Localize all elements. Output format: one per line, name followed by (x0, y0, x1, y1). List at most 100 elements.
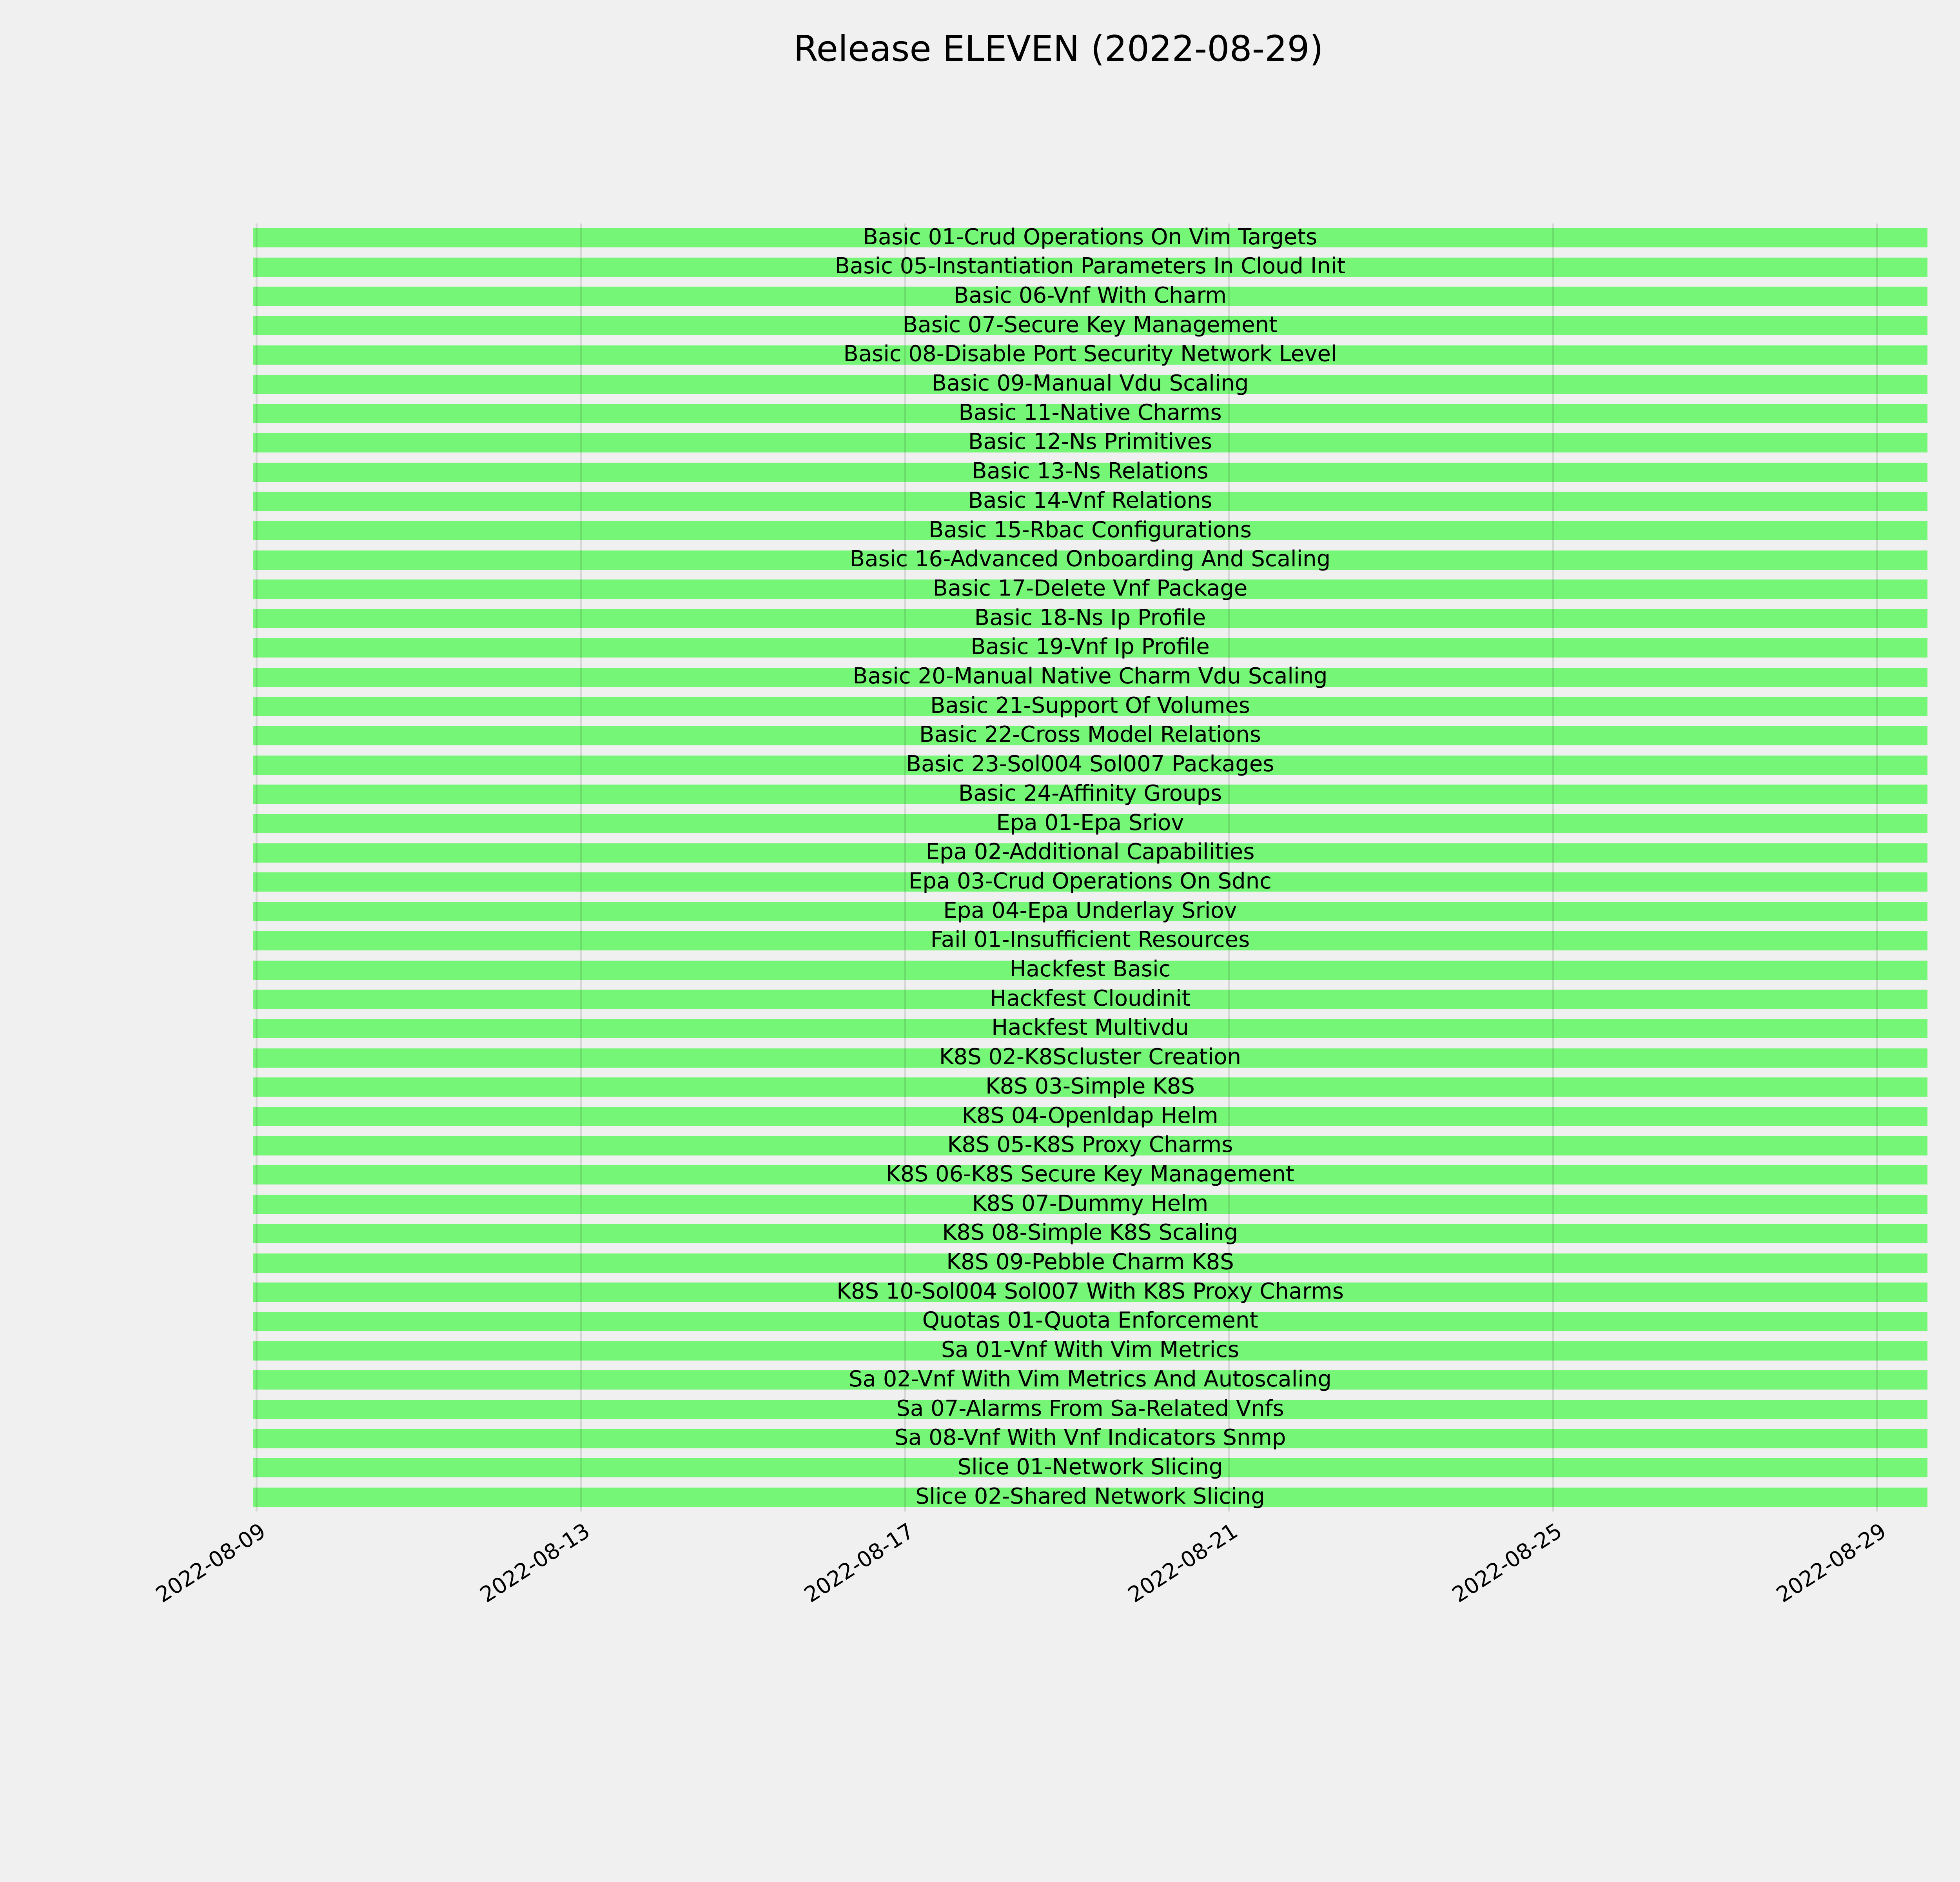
gantt-bar (253, 1370, 1927, 1390)
gantt-bar-label: Sa 07-Alarms From Sa-Related Vnfs (896, 1395, 1284, 1421)
gantt-bar-label: Epa 02-Additional Capabilities (926, 839, 1255, 865)
x-gridline (1228, 223, 1230, 1511)
gantt-bar (253, 550, 1927, 570)
gantt-bar (253, 697, 1927, 716)
gantt-bar-row: K8S 06-K8S Secure Key Management (253, 1161, 1927, 1187)
gantt-bar (253, 785, 1927, 804)
gantt-bar-row: Basic 11-Native Charms (253, 400, 1927, 425)
gantt-bar (253, 1429, 1927, 1448)
gantt-bar-label: Epa 01-Epa Sriov (996, 810, 1184, 836)
gantt-bar-row: K8S 05-K8S Proxy Charms (253, 1132, 1927, 1158)
gantt-bar-row: Sa 07-Alarms From Sa-Related Vnfs (253, 1395, 1927, 1421)
gantt-bar-label: Basic 15-Rbac Configurations (929, 517, 1252, 543)
gantt-bar-label: Basic 01-Crud Operations On Vim Targets (863, 224, 1318, 250)
gantt-bar-row: Epa 01-Epa Sriov (253, 810, 1927, 836)
gantt-bar-label: Fail 01-Insufficient Resources (930, 927, 1250, 953)
gantt-bar-label: K8S 04-Openldap Helm (962, 1103, 1218, 1128)
gantt-bar-label: Basic 17-Delete Vnf Package (933, 575, 1248, 601)
gantt-bar (253, 1312, 1927, 1331)
gantt-bar-row: Basic 09-Manual Vdu Scaling (253, 372, 1927, 395)
gantt-bar (253, 1195, 1927, 1214)
gantt-bar-row: Basic 23-Sol004 Sol007 Packages (253, 752, 1927, 776)
gantt-bar (253, 1283, 1927, 1302)
gantt-bar-label: Basic 16-Advanced Onboarding And Scaling (849, 546, 1331, 572)
gantt-bar-row: K8S 02-K8Scluster Creation (253, 1044, 1927, 1070)
gantt-bar (253, 1136, 1927, 1155)
gantt-bar (253, 902, 1927, 921)
x-gridline (580, 223, 582, 1511)
gantt-bar-label: Hackfest Basic (1009, 956, 1171, 982)
gantt-bar-row: Basic 14-Vnf Relations (253, 489, 1927, 512)
gantt-bar-label: Basic 19-Vnf Ip Profile (971, 634, 1210, 660)
gantt-bar-label: Slice 01-Network Slicing (957, 1454, 1223, 1480)
gantt-bar-row: Basic 22-Cross Model Relations (253, 723, 1927, 746)
gantt-bar (253, 228, 1927, 247)
gantt-bar (253, 814, 1927, 833)
gantt-bar-label: K8S 06-K8S Secure Key Management (886, 1161, 1294, 1187)
gantt-bar-label: Epa 04-Epa Underlay Sriov (943, 897, 1237, 923)
gantt-bar (253, 990, 1927, 1009)
gantt-bar-label: Basic 13-Ns Relations (972, 458, 1209, 484)
gantt-bar-label: Basic 18-Ns Ip Profile (974, 605, 1206, 630)
gantt-bar-label: Sa 01-Vnf With Vim Metrics (941, 1337, 1240, 1362)
gantt-bar-row: Sa 08-Vnf With Vnf Indicators Snmp (253, 1425, 1927, 1451)
gantt-bar (253, 1400, 1927, 1419)
gantt-bar (253, 960, 1927, 980)
gantt-bar-label: K8S 05-K8S Proxy Charms (947, 1132, 1233, 1158)
gantt-bar (253, 1253, 1927, 1273)
gantt-bar (253, 462, 1927, 482)
gantt-bar-row: Basic 24-Affinity Groups (253, 782, 1927, 805)
gantt-bar (253, 1165, 1927, 1185)
gantt-bar-label: K8S 02-K8Scluster Creation (939, 1044, 1241, 1070)
gantt-bar-label: Basic 21-Support Of Volumes (930, 692, 1250, 718)
gantt-bar-row: Slice 01-Network Slicing (253, 1454, 1927, 1480)
x-axis-tick-label: 2022-08-13 (475, 1518, 594, 1608)
gantt-bar (253, 1077, 1927, 1097)
gantt-bar-label: K8S 08-Simple K8S Scaling (942, 1220, 1238, 1246)
gantt-bar (253, 433, 1927, 452)
gantt-bar (253, 609, 1927, 629)
gantt-bar-row: Basic 06-Vnf With Charm (253, 282, 1927, 308)
gantt-bar-label: Basic 07-Secure Key Management (902, 312, 1278, 338)
gantt-bar (253, 1341, 1927, 1361)
gantt-bar-row: Epa 04-Epa Underlay Sriov (253, 897, 1927, 923)
x-axis-tick-label: 2022-08-21 (1123, 1518, 1242, 1608)
gantt-bar-label: Hackfest Cloudinit (990, 985, 1191, 1011)
gantt-bar-label: K8S 10-Sol004 Sol007 With K8S Proxy Char… (837, 1278, 1344, 1304)
x-gridline (904, 223, 906, 1511)
gantt-bar-row: Basic 18-Ns Ip Profile (253, 605, 1927, 630)
gantt-bar-row: Quotas 01-Quota Enforcement (253, 1308, 1927, 1333)
gantt-bar (253, 1224, 1927, 1243)
gantt-bar-row: Hackfest Multivdu (253, 1016, 1927, 1039)
gantt-bar-row: Basic 07-Secure Key Management (253, 312, 1927, 338)
gantt-bar-row: K8S 04-Openldap Helm (253, 1103, 1927, 1128)
plot-area: Basic 01-Crud Operations On Vim Targets B… (253, 223, 1927, 1511)
gantt-bar-label: Basic 05-Instantiation Parameters In Clo… (835, 253, 1346, 279)
gantt-bar (253, 931, 1927, 950)
gantt-bar-row: Basic 13-Ns Relations (253, 458, 1927, 484)
gantt-bar (253, 843, 1927, 863)
gantt-bar-row: Basic 21-Support Of Volumes (253, 692, 1927, 718)
gantt-bar (253, 404, 1927, 423)
gantt-bar-row: Basic 20-Manual Native Charm Vdu Scaling (253, 665, 1927, 688)
gantt-bar-label: Quotas 01-Quota Enforcement (922, 1308, 1258, 1333)
gantt-bar-label: Basic 11-Native Charms (958, 400, 1222, 425)
gantt-bar-label: K8S 03-Simple K8S (985, 1073, 1195, 1099)
gantt-bar-row: Basic 12-Ns Primitives (253, 430, 1927, 453)
gantt-bar-row: Basic 19-Vnf Ip Profile (253, 634, 1927, 660)
gantt-bar-row: Hackfest Basic (253, 956, 1927, 982)
gantt-bar-row: Epa 02-Additional Capabilities (253, 839, 1927, 865)
chart-title: Release ELEVEN (2022-08-29) (793, 28, 1323, 69)
gantt-bar-row: Basic 15-Rbac Configurations (253, 517, 1927, 543)
gantt-bar (253, 1458, 1927, 1478)
gantt-bar-row: Basic 05-Instantiation Parameters In Clo… (253, 253, 1927, 279)
gantt-bar (253, 1048, 1927, 1068)
gantt-bar-label: Sa 08-Vnf With Vnf Indicators Snmp (894, 1425, 1286, 1451)
gantt-bar (253, 316, 1927, 336)
x-gridline (256, 223, 258, 1511)
gantt-bar-label: Basic 06-Vnf With Charm (953, 282, 1227, 308)
gantt-bar-row: Fail 01-Insufficient Resources (253, 927, 1927, 953)
gantt-bar-row: K8S 08-Simple K8S Scaling (253, 1220, 1927, 1246)
gantt-bar (253, 755, 1927, 775)
